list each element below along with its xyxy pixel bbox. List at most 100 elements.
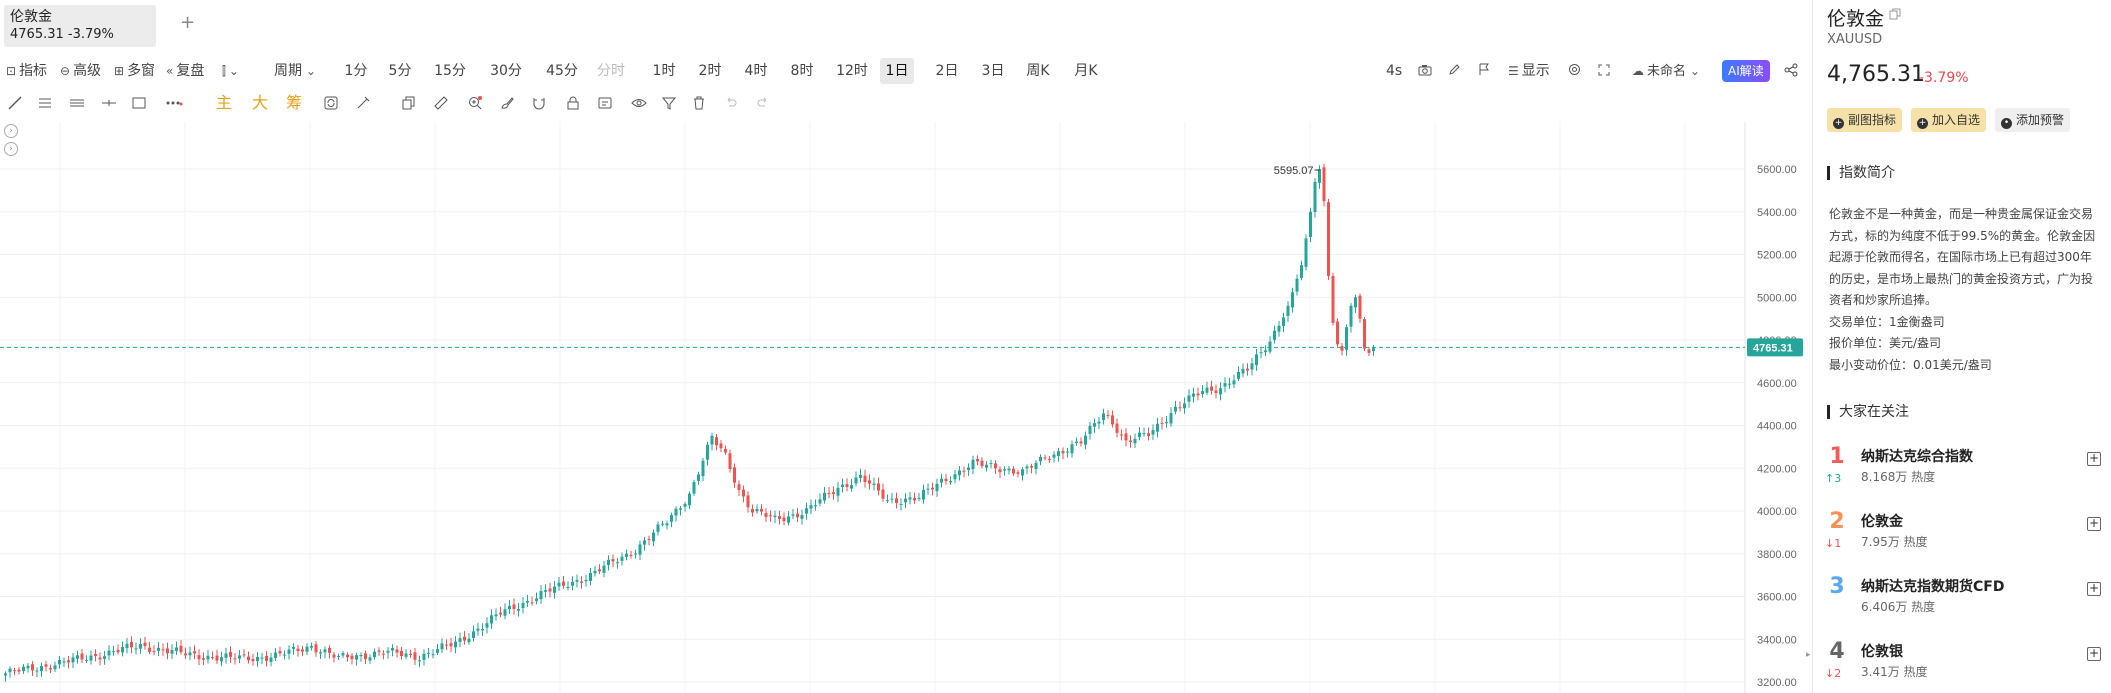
hot-list-item[interactable]: 2 ↓1 伦敦金 7.95万 热度 + xyxy=(1813,507,2111,571)
candle-body xyxy=(746,495,750,508)
hot-list-item[interactable]: 3 纳斯达克指数期货CFD 6.406万 热度 + xyxy=(1813,572,2111,636)
candle-body xyxy=(512,604,516,609)
right-info-panel: 伦敦金 XAUUSD 4,765.31 -3.79% + 副图指标 + 加入自选 •… xyxy=(1812,0,2111,693)
candle-body xyxy=(224,653,228,658)
candle-body xyxy=(1273,330,1276,340)
candle-body xyxy=(467,638,471,643)
ai-analysis-button[interactable]: AI解读 xyxy=(1722,60,1770,82)
instrument-name: 伦敦金 xyxy=(1827,8,1885,30)
advanced-button[interactable]: ⊖ 高级 xyxy=(60,58,101,84)
period-10[interactable]: 12时 xyxy=(836,63,868,79)
hot-list-item[interactable]: 4 ↓2 伦敦银 3.41万 热度 + xyxy=(1813,637,2111,693)
zoom-in-icon[interactable] xyxy=(464,92,486,114)
eye-icon[interactable] xyxy=(628,92,650,114)
brush-icon[interactable] xyxy=(496,92,518,114)
period-4[interactable]: 45分 xyxy=(546,63,578,79)
trendline-tool-icon[interactable] xyxy=(4,92,26,114)
parallel-lines-tool-icon[interactable] xyxy=(66,92,88,114)
add-icon[interactable]: + xyxy=(2087,646,2101,661)
candle-body xyxy=(566,586,570,588)
chips-toggle[interactable]: 筹 xyxy=(286,93,303,112)
layout-dropdown[interactable]: ☁ 未命名 ⌄ xyxy=(1632,58,1703,84)
refresh-interval[interactable]: 4s xyxy=(1386,63,1403,79)
add-icon[interactable]: + xyxy=(2087,451,2101,466)
expand-panel-icon[interactable]: › xyxy=(4,142,18,156)
candle-body xyxy=(130,642,133,648)
period-9[interactable]: 8时 xyxy=(790,63,814,79)
add-icon[interactable]: + xyxy=(2087,581,2101,596)
more-tools-icon[interactable] xyxy=(162,92,184,114)
main-indicator-toggle[interactable]: 主 xyxy=(216,93,233,112)
period-8[interactable]: 4时 xyxy=(744,63,768,79)
price-chart[interactable]: 5600.005400.005200.005000.004800.004600.… xyxy=(0,122,1808,693)
collapse-panel-icon[interactable]: ▸ xyxy=(1806,650,1811,660)
rectangle-tool-icon[interactable] xyxy=(128,92,150,114)
candle-body xyxy=(368,657,372,661)
hot-list-item[interactable]: 1 ↑3 纳斯达克综合指数 8.168万 热度 + xyxy=(1813,442,2111,506)
sub-indicator-button[interactable]: + 副图指标 xyxy=(1827,108,1903,132)
symbol-tab[interactable]: 伦敦金 4765.31 -3.79% xyxy=(4,5,156,47)
add-tab-button[interactable]: + xyxy=(180,12,196,33)
redo-icon[interactable] xyxy=(752,92,774,114)
undo-icon[interactable] xyxy=(720,92,742,114)
horizontal-ray-tool-icon[interactable] xyxy=(98,92,120,114)
period-3[interactable]: 30分 xyxy=(490,63,522,79)
period-12[interactable]: 2日 xyxy=(935,63,959,79)
magic-tool-icon[interactable] xyxy=(352,92,374,114)
candle-body xyxy=(895,498,898,504)
period-14[interactable]: 周K xyxy=(1026,63,1050,79)
candle-body xyxy=(1349,305,1353,327)
period-1[interactable]: 5分 xyxy=(388,63,412,79)
copy-icon[interactable] xyxy=(1889,8,1901,20)
horizontal-lines-tool-icon[interactable] xyxy=(34,92,56,114)
period-dropdown[interactable]: 周期 ⌄ xyxy=(274,58,319,84)
candle-body xyxy=(665,523,669,526)
candle-body xyxy=(53,665,57,670)
multi-window-button[interactable]: ⊞ 多窗 xyxy=(114,58,155,84)
period-15[interactable]: 月K xyxy=(1074,63,1098,79)
period-13[interactable]: 3日 xyxy=(981,63,1005,79)
camera-icon[interactable] xyxy=(1418,58,1432,84)
copy-icon[interactable] xyxy=(398,92,420,114)
add-watchlist-button[interactable]: + 加入自选 xyxy=(1911,108,1987,132)
period-6[interactable]: 1时 xyxy=(652,63,676,79)
period-5[interactable]: 分时 xyxy=(597,63,625,79)
display-button[interactable]: ☰ 显示 xyxy=(1508,58,1550,84)
candle-body xyxy=(107,650,111,656)
candle-body xyxy=(233,658,237,660)
period-2[interactable]: 15分 xyxy=(434,63,466,79)
filter-icon[interactable] xyxy=(658,92,680,114)
candle-body xyxy=(319,652,322,654)
period-0[interactable]: 1分 xyxy=(344,63,368,79)
expand-panel-icon[interactable]: › xyxy=(4,124,18,138)
lock-icon[interactable] xyxy=(562,92,584,114)
candle-body xyxy=(584,580,588,582)
sync-icon[interactable] xyxy=(320,92,342,114)
fullscreen-icon[interactable] xyxy=(1598,58,1610,84)
candle-body xyxy=(710,435,714,445)
settings-tool-icon[interactable] xyxy=(594,92,616,114)
add-alert-button[interactable]: • 添加预警 xyxy=(1995,108,2071,132)
flag-icon[interactable] xyxy=(1478,58,1490,84)
period-7[interactable]: 2时 xyxy=(698,63,722,79)
period-11[interactable]: 1日 xyxy=(880,58,914,84)
delete-icon[interactable] xyxy=(688,92,710,114)
candle-body xyxy=(1358,295,1362,319)
indicators-button[interactable]: ⊡ 指标 xyxy=(6,58,47,84)
big-order-toggle[interactable]: 大 xyxy=(252,93,269,112)
magnet-icon[interactable] xyxy=(528,92,550,114)
chart-type-button[interactable]: ⫿ ⌄ xyxy=(222,58,242,84)
share-icon[interactable] xyxy=(1784,58,1798,84)
candle-body xyxy=(139,644,142,649)
target-icon[interactable] xyxy=(1568,58,1581,84)
add-icon[interactable]: + xyxy=(2087,516,2101,531)
candle-body xyxy=(1129,440,1132,443)
ruler-icon[interactable] xyxy=(430,92,452,114)
candle-body xyxy=(1201,391,1204,395)
edit-icon[interactable] xyxy=(1448,58,1461,84)
replay-button[interactable]: «复盘 xyxy=(166,58,204,84)
candle-body xyxy=(989,463,993,465)
candle-body xyxy=(1061,450,1065,454)
candle-body xyxy=(1264,350,1267,353)
candle-body xyxy=(980,460,984,467)
